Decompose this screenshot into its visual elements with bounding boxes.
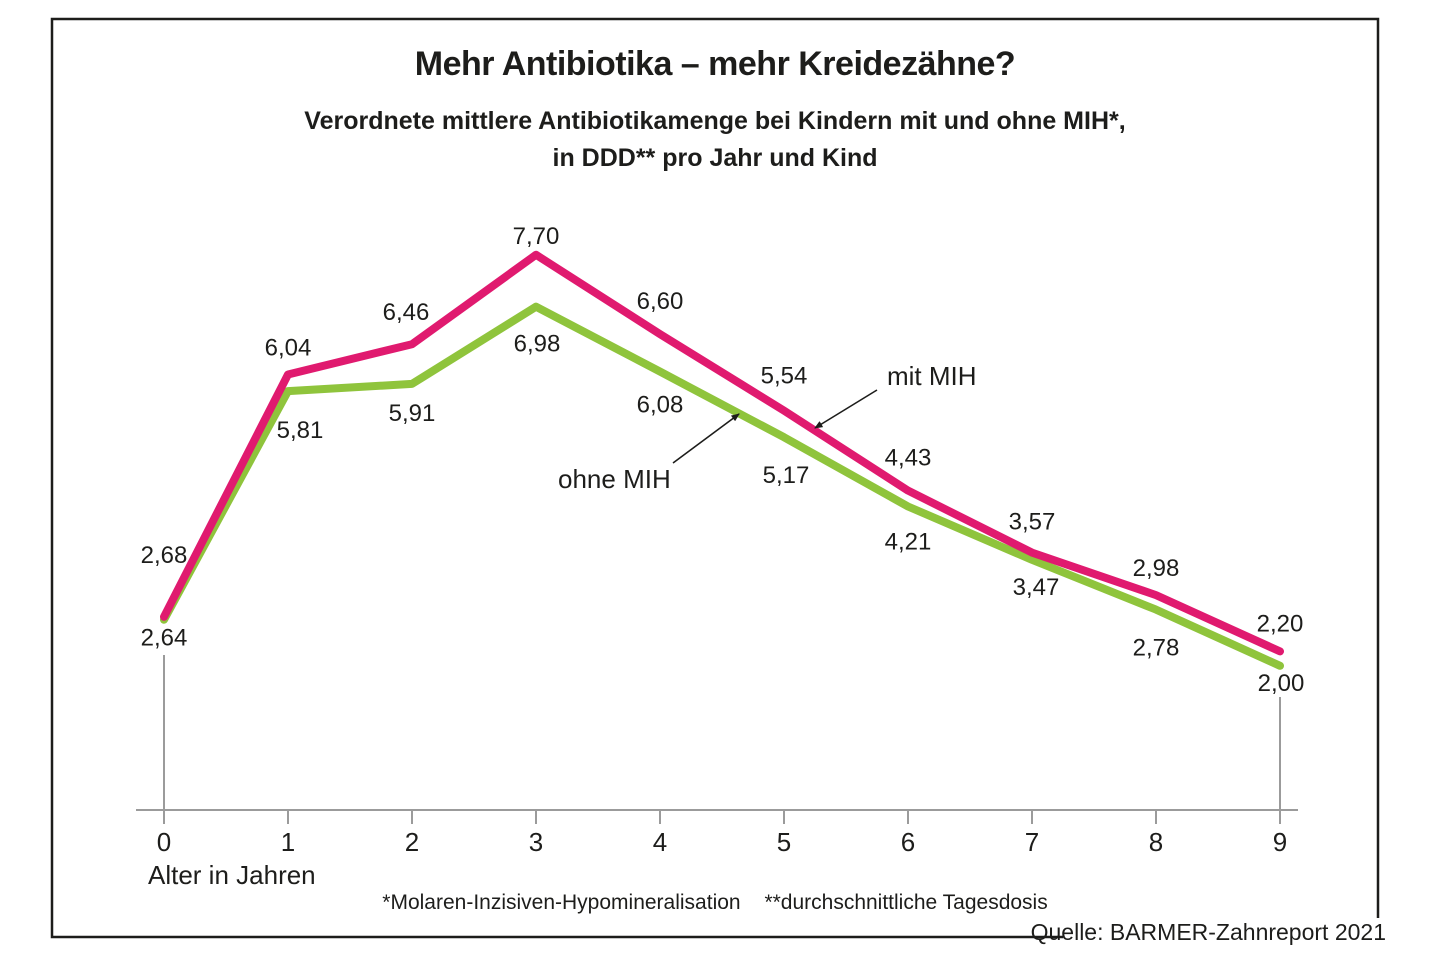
value-label: 4,43: [885, 445, 932, 472]
value-label: 6,46: [383, 299, 430, 326]
series-line-ohne-mih: [160, 302, 1284, 670]
value-label: 6,60: [637, 288, 684, 315]
value-label: 3,57: [1009, 509, 1056, 536]
annotation-label-mit-mih: mit MIH: [887, 361, 977, 391]
x-axis-label: Alter in Jahren: [148, 860, 316, 890]
x-tick-label: 8: [1149, 827, 1163, 857]
chart-subtitle: Verordnete mittlere Antibiotikamenge bei…: [51, 103, 1379, 177]
value-label: 4,21: [885, 529, 932, 556]
x-tick-label: 0: [157, 827, 171, 857]
annotation-label-ohne-mih: ohne MIH: [558, 464, 671, 494]
x-tick-label: 3: [529, 827, 543, 857]
x-tick-label: 6: [901, 827, 915, 857]
x-tick-label: 9: [1273, 827, 1287, 857]
value-label: 2,68: [141, 542, 188, 569]
x-tick-label: 5: [777, 827, 791, 857]
value-label: 6,04: [265, 335, 312, 362]
frame-border: [50, 17, 1380, 939]
footnote-mih: *Molaren-Inzisiven-Hypomineralisation: [382, 891, 741, 914]
chart-subtitle-line2: in DDD** pro Jahr und Kind: [552, 144, 878, 172]
value-label: 5,81: [277, 417, 324, 444]
footnotes: *Molaren-Inzisiven-Hypomineralisation **…: [51, 890, 1379, 916]
chart-title: Mehr Antibiotika – mehr Kreidezähne?: [414, 45, 1016, 83]
value-label: 5,54: [761, 363, 808, 390]
annotation-arrow-mit-mih: [814, 389, 878, 429]
x-tick-label: 1: [281, 827, 295, 857]
value-label: 6,98: [514, 331, 561, 358]
series-line-mit-mih: [160, 250, 1284, 656]
value-label: 5,17: [763, 462, 810, 489]
value-label: 5,91: [389, 400, 436, 427]
value-label: 3,47: [1013, 574, 1060, 601]
x-tick-label: 7: [1025, 827, 1039, 857]
footnote-ddd: **durchschnittliche Tagesdosis: [764, 891, 1048, 914]
value-label: 2,00: [1258, 670, 1305, 697]
x-tick-label: 4: [653, 827, 667, 857]
value-label: 2,20: [1257, 610, 1304, 637]
source-credit: Quelle: BARMER-Zahnreport 2021: [1030, 919, 1386, 945]
value-label: 2,64: [141, 625, 188, 652]
value-label: 2,98: [1133, 555, 1180, 582]
annotation-arrow-ohne-mih: [672, 413, 740, 464]
value-label: 2,78: [1133, 635, 1180, 662]
chart-subtitle-line1: Verordnete mittlere Antibiotikamenge bei…: [304, 107, 1126, 135]
value-label: 6,08: [637, 392, 684, 419]
x-tick-label: 2: [405, 827, 419, 857]
value-label: 7,70: [513, 223, 560, 250]
